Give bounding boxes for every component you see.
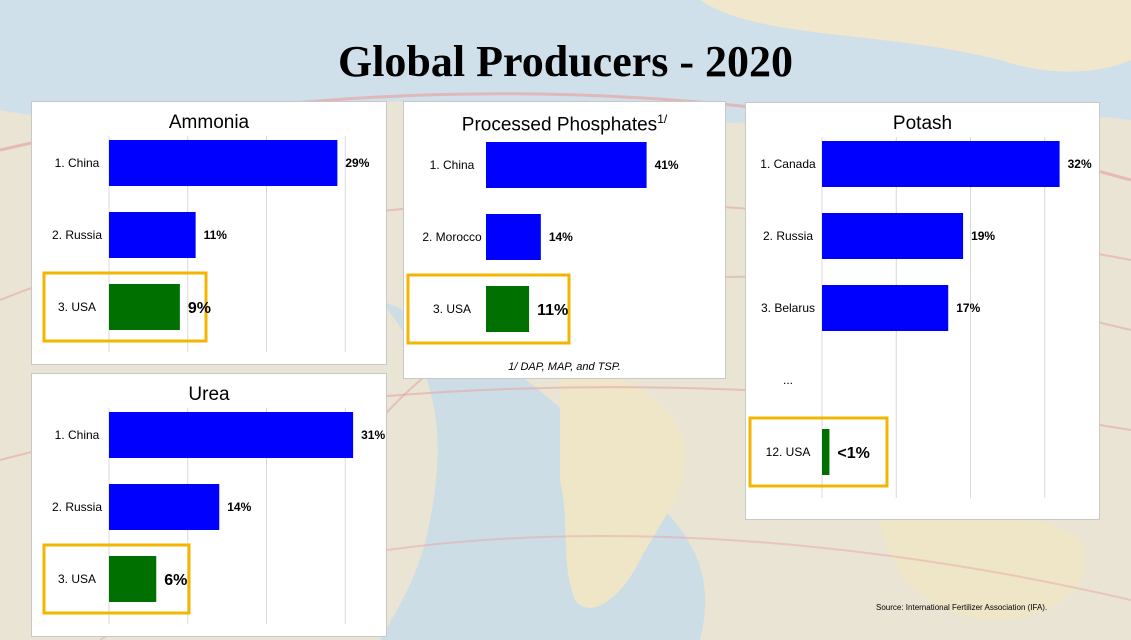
- data-label: <1%: [837, 445, 869, 462]
- processed-phosphates-bar-chart: 1. China 41% 2. Morocco 14% 3. USA 11%: [406, 142, 679, 345]
- data-label: 6%: [164, 572, 187, 589]
- bar: [822, 285, 949, 331]
- usa-bar: [109, 284, 180, 330]
- category-label: ...: [783, 373, 793, 387]
- category-label: 1. China: [430, 158, 475, 172]
- bar: [486, 214, 541, 260]
- bar: [109, 212, 196, 258]
- chart-title-superscript: 1/: [657, 112, 668, 126]
- chart-footnote: 1/ DAP, MAP, and TSP.: [508, 361, 621, 373]
- data-label: 14%: [549, 230, 573, 244]
- processed-phosphates-chart-panel: Processed Phosphates1/ 1. China 41% 2. Mor…: [403, 101, 726, 379]
- data-label: 17%: [956, 301, 980, 315]
- data-label: 31%: [361, 428, 385, 442]
- category-label: 3. USA: [433, 302, 471, 316]
- source-note: Source: International Fertilizer Associa…: [876, 603, 1048, 612]
- data-label: 11%: [537, 302, 568, 319]
- chart-title: Potash: [892, 113, 953, 134]
- data-label: 14%: [227, 500, 251, 514]
- usa-highlight-box: [42, 271, 208, 343]
- usa-bar: [109, 556, 157, 602]
- data-label: 41%: [655, 158, 679, 172]
- chart-title: Processed Phosphates1/: [461, 112, 668, 136]
- category-label: 3. Belarus: [761, 301, 815, 315]
- usa-highlight-box: [748, 416, 889, 488]
- bar: [109, 412, 354, 458]
- data-label: 29%: [345, 156, 369, 170]
- bar: [109, 484, 220, 530]
- category-label: 3. USA: [58, 572, 96, 586]
- urea-bar-chart: 1. China 31% 2. Russia 14% 3. USA 6%: [42, 408, 385, 624]
- usa-highlight-box: [42, 543, 191, 615]
- data-label: 32%: [1068, 157, 1092, 171]
- usa-highlight-box: [406, 273, 571, 345]
- potash-chart-panel: Potash 1. Canada 32% 2. Russia 19% 3. Belaru…: [745, 102, 1100, 520]
- category-label: 1. Canada: [760, 157, 816, 171]
- chart-title: Urea: [188, 384, 230, 405]
- category-label: 1. China: [55, 156, 100, 170]
- category-label: 12. USA: [766, 445, 811, 459]
- bar: [822, 213, 964, 259]
- data-label: 9%: [188, 300, 211, 317]
- bar: [486, 142, 647, 188]
- category-label: 2. Russia: [763, 229, 813, 243]
- ammonia-chart-panel: Ammonia 1. China 29% 2. Russia 11% 3. USA 9%: [31, 101, 387, 365]
- data-label: 11%: [204, 228, 228, 242]
- bar: [822, 141, 1060, 187]
- potash-bar-chart: 1. Canada 32% 2. Russia 19% 3. Belarus 17%...…: [748, 137, 1092, 498]
- usa-bar: [822, 429, 830, 475]
- chart-title: Ammonia: [168, 112, 250, 133]
- category-label: 1. China: [55, 428, 100, 442]
- category-label: 2. Morocco: [422, 230, 482, 244]
- category-label: 3. USA: [58, 300, 96, 314]
- page-title: Global Producers - 2020: [337, 37, 794, 86]
- usa-bar: [486, 286, 530, 332]
- ammonia-bar-chart: 1. China 29% 2. Russia 11% 3. USA 9%: [42, 136, 370, 352]
- urea-chart-panel: Urea 1. China 31% 2. Russia 14% 3. USA 6%: [31, 373, 387, 637]
- category-label: 2. Russia: [52, 228, 102, 242]
- data-label: 19%: [971, 229, 995, 243]
- bar: [109, 140, 338, 186]
- category-label: 2. Russia: [52, 500, 102, 514]
